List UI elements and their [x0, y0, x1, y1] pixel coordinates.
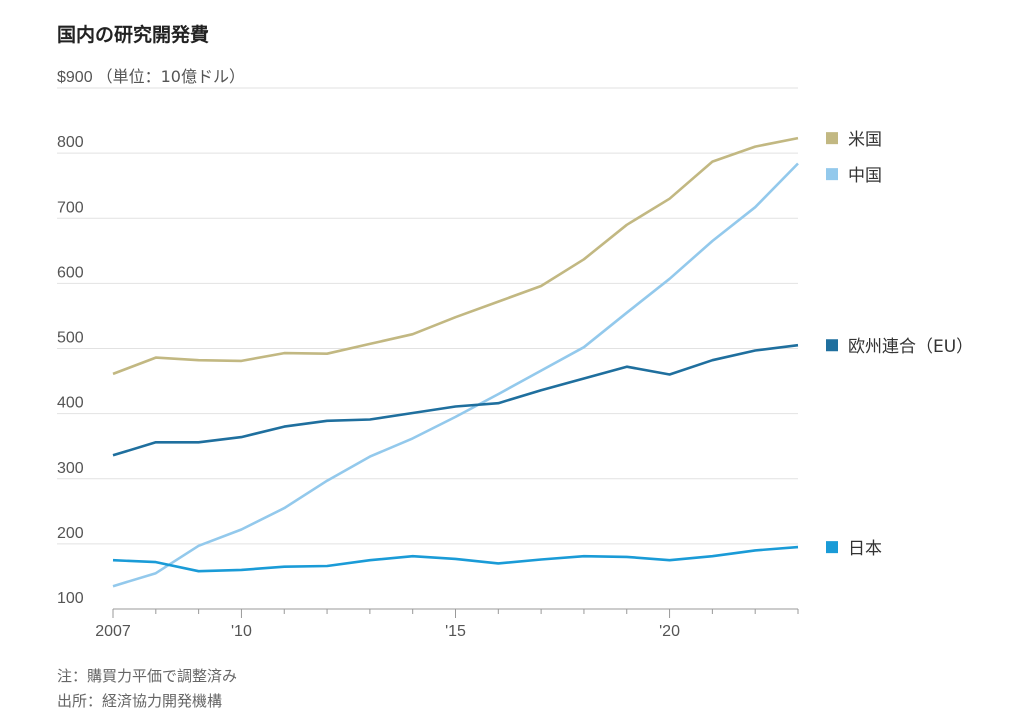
y-axis-unit-label: （単位：10億ドル）: [97, 67, 245, 86]
x-tick-label: 2007: [95, 623, 131, 640]
legend-label: 米国: [848, 130, 882, 150]
series-lines: [112, 136, 799, 588]
series-line: [112, 162, 799, 588]
series-line: [112, 136, 799, 376]
series-line: [112, 545, 799, 573]
series-line: [112, 343, 799, 457]
note-source: 出所：経済協力開発機構: [57, 692, 223, 710]
y-axis: 100 200 300 400 500 600 700 800 $900: [57, 69, 93, 607]
legend-label: 中国: [848, 166, 882, 186]
legend-swatch: [826, 339, 838, 352]
y-tick-label: 700: [57, 199, 84, 216]
y-tick-label: 500: [57, 330, 84, 347]
legend-swatch: [826, 541, 838, 554]
y-tick-label: 200: [57, 525, 84, 542]
x-axis: 2007 '10 '15 '20: [95, 608, 799, 640]
x-tick-label: '20: [659, 623, 680, 640]
legend-label: 欧州連合（EU）: [848, 337, 973, 357]
grid: [57, 87, 798, 545]
y-tick-label: $900: [57, 69, 93, 86]
legend-swatch: [826, 168, 838, 181]
y-tick-label: 100: [57, 590, 84, 607]
legend-label: 日本: [848, 539, 882, 559]
x-tick-label: '15: [445, 623, 466, 640]
y-tick-label: 600: [57, 264, 84, 281]
x-tick-label: '10: [231, 623, 252, 640]
y-tick-label: 300: [57, 460, 84, 477]
chart-title: 国内の研究開発費: [57, 24, 210, 46]
y-tick-label: 400: [57, 395, 84, 412]
y-tick-label: 800: [57, 134, 84, 151]
legend-swatch: [826, 132, 838, 145]
note-ppp: 注：購買力平価で調整済み: [57, 667, 238, 685]
